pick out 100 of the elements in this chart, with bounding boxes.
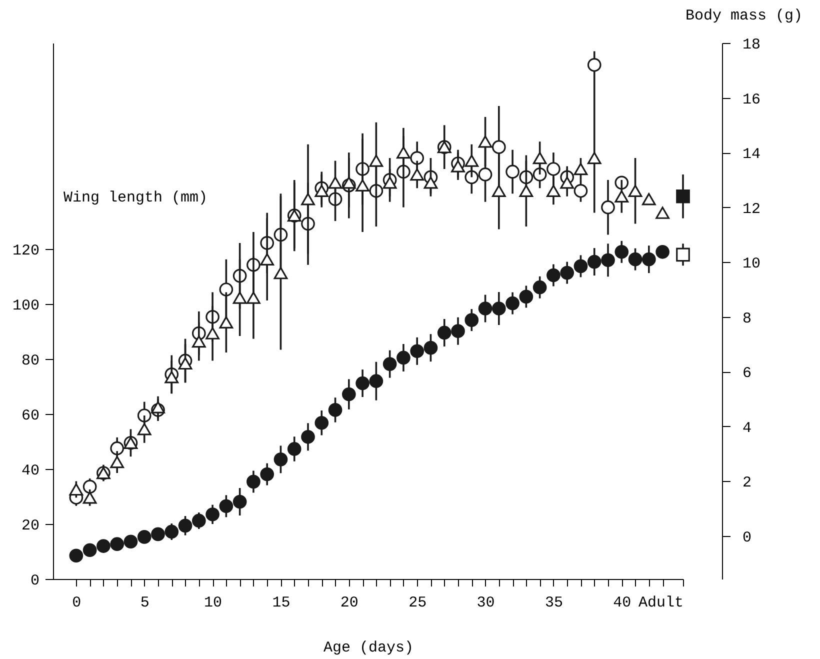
point: [342, 387, 356, 402]
point: [574, 162, 588, 176]
point: [506, 296, 520, 310]
x-axis-title: Age (days): [323, 640, 414, 656]
point: [424, 340, 438, 355]
point: [206, 507, 220, 522]
y2-tick-label: 6: [742, 365, 752, 382]
y-tick-label: 100: [12, 298, 40, 315]
point: [382, 176, 397, 189]
point: [492, 140, 506, 154]
x-tick-label: 5: [140, 594, 150, 612]
point: [601, 200, 615, 214]
y2-tick-label: 4: [742, 420, 752, 437]
point: [560, 176, 574, 189]
point: [82, 480, 97, 494]
point: [69, 548, 84, 563]
point: [532, 280, 547, 294]
y2-tick-label: 14: [742, 146, 761, 164]
x-tick-label: 20: [340, 594, 358, 612]
point: [219, 316, 234, 328]
point: [437, 326, 452, 340]
point: [110, 441, 124, 456]
point: [301, 430, 315, 444]
point: [110, 456, 124, 468]
point: [396, 350, 410, 365]
point: [424, 176, 438, 189]
x-tick-label: 15: [272, 594, 290, 612]
point: [628, 252, 642, 266]
point: [328, 403, 342, 417]
point: [587, 254, 602, 269]
point: [164, 524, 179, 539]
y-tick-label: 40: [21, 462, 40, 480]
point: [382, 357, 397, 371]
point: [342, 176, 356, 189]
point: [260, 467, 274, 482]
point: [601, 253, 615, 268]
point: [369, 374, 384, 388]
point: [532, 152, 547, 164]
point: [560, 266, 574, 280]
point: [546, 184, 560, 198]
point: [301, 193, 315, 206]
y-tick-label: 60: [21, 408, 40, 425]
point: [464, 170, 479, 184]
point: [628, 184, 642, 198]
y2-tick-label: 0: [742, 530, 752, 546]
point: [151, 401, 165, 414]
point: [410, 344, 424, 358]
point: [464, 154, 479, 167]
point: [287, 442, 302, 456]
x-tick-label: 40: [613, 594, 632, 612]
point: [314, 416, 329, 430]
point: [137, 423, 152, 436]
point: [642, 252, 656, 266]
point: [206, 327, 220, 340]
point: [574, 259, 588, 274]
point: [246, 292, 260, 304]
point: [451, 160, 465, 172]
x-tick-label: Adult: [638, 594, 684, 612]
point: [587, 58, 602, 72]
y-axis-title: Wing length (mm): [64, 190, 208, 206]
point: [314, 184, 329, 198]
x-tick-label: 30: [476, 594, 495, 612]
x-tick-label: 10: [204, 594, 222, 612]
point: [151, 527, 165, 542]
point: [546, 268, 560, 282]
point: [356, 179, 370, 192]
point: [492, 184, 506, 198]
point: [110, 537, 124, 552]
point: [676, 189, 690, 204]
y2-tick-label: 10: [742, 256, 761, 273]
x-tick-label: 35: [544, 594, 563, 612]
y2-tick-label: 8: [742, 310, 752, 328]
point: [519, 290, 534, 304]
point: [546, 162, 560, 176]
point: [192, 514, 206, 528]
point: [219, 499, 234, 514]
point: [410, 151, 424, 165]
y2-tick-label: 16: [742, 91, 761, 108]
point: [642, 193, 656, 206]
point: [69, 483, 84, 496]
x-tick-label: 25: [408, 594, 427, 612]
point: [178, 357, 192, 370]
point: [478, 135, 492, 148]
point: [656, 244, 670, 259]
point: [82, 492, 97, 504]
y-tick-label: 80: [21, 352, 40, 370]
point: [246, 474, 260, 489]
point: [137, 408, 152, 422]
point: [519, 184, 534, 198]
y2-axis-title: Body mass (g): [685, 8, 802, 24]
point: [356, 376, 370, 390]
y2-tick-label: 2: [742, 474, 752, 492]
point: [587, 152, 602, 164]
point: [464, 313, 479, 327]
point: [232, 292, 247, 304]
point: [232, 494, 247, 509]
point: [164, 371, 179, 384]
point: [192, 335, 206, 348]
point: [614, 244, 629, 259]
y-tick-label: 120: [12, 242, 40, 260]
